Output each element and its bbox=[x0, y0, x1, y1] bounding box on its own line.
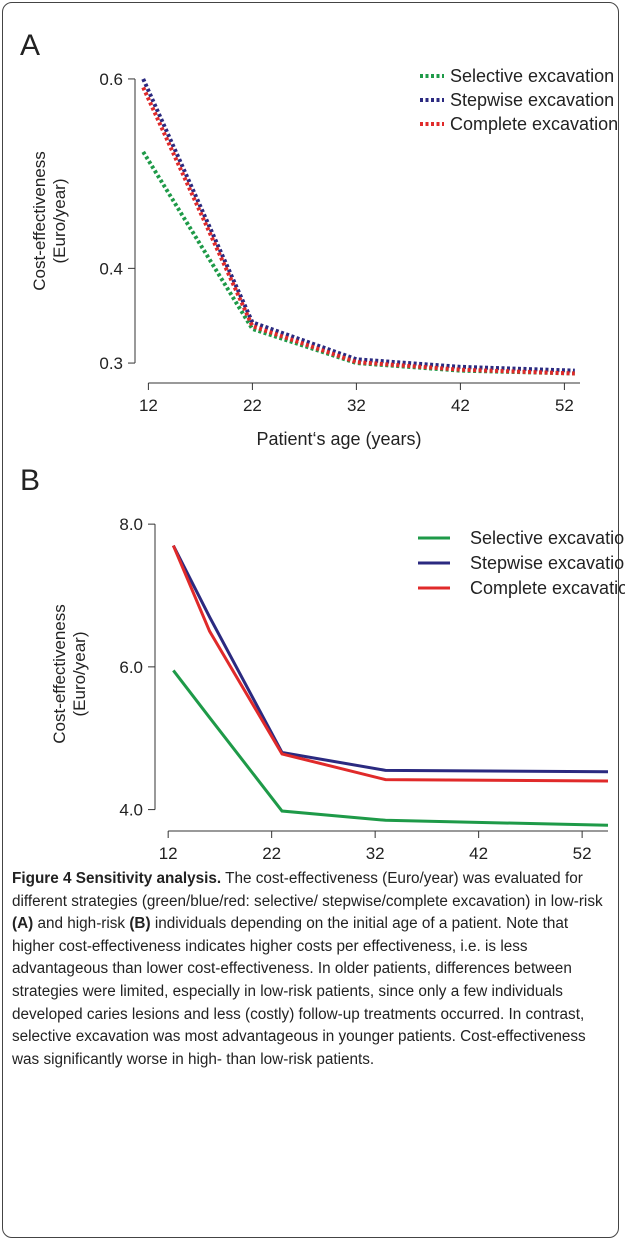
x-tick-label: 52 bbox=[573, 844, 592, 863]
legend-label: Selective excavation bbox=[450, 66, 614, 86]
caption-bold-text: (A) bbox=[12, 915, 34, 933]
panel-label: B bbox=[20, 464, 40, 497]
x-tick-label: 42 bbox=[451, 396, 470, 415]
caption-text: and high-risk bbox=[33, 915, 130, 933]
series-line bbox=[172, 669, 609, 827]
legend-label: Stepwise excavation bbox=[450, 90, 614, 110]
x-tick-label: 32 bbox=[347, 396, 366, 415]
x-tick-label: 22 bbox=[243, 396, 262, 415]
y-tick-label: 8.0 bbox=[119, 515, 143, 534]
legend-label: Selective excavation bbox=[470, 528, 625, 548]
x-tick-label: 32 bbox=[366, 844, 385, 863]
legend-label: Stepwise excavation bbox=[470, 553, 625, 573]
y-axis-label: (Euro/year) bbox=[70, 631, 89, 716]
caption-bold-text: (B) bbox=[129, 915, 151, 933]
caption-bold-text: Figure 4 Sensitivity analysis. bbox=[12, 870, 222, 887]
x-axis-label: Patient‘s age (years) bbox=[256, 429, 421, 449]
series-line bbox=[141, 78, 575, 373]
x-tick-label: 12 bbox=[159, 844, 178, 863]
caption: Figure 4 Sensitivity analysis. The cost-… bbox=[12, 868, 610, 1071]
y-axis-label: Cost-effectiveness bbox=[50, 604, 69, 744]
legend-label: Complete excavation bbox=[470, 578, 625, 598]
y-axis-label: (Euro/year) bbox=[50, 178, 69, 263]
y-tick-label: 0.4 bbox=[99, 259, 123, 278]
caption-text: individuals depending on the initial age… bbox=[12, 915, 586, 1068]
y-tick-label: 0.3 bbox=[99, 354, 123, 373]
x-tick-label: 42 bbox=[469, 844, 488, 863]
y-tick-label: 6.0 bbox=[119, 658, 143, 677]
y-axis-label: Cost-effectiveness bbox=[30, 151, 49, 291]
series-line bbox=[171, 544, 609, 783]
x-tick-label: 52 bbox=[555, 396, 574, 415]
caption-text: The cost-effectiveness (Euro/year) was e… bbox=[12, 870, 603, 910]
x-tick-label: 22 bbox=[262, 844, 281, 863]
series-line bbox=[141, 150, 575, 376]
panel-label: A bbox=[20, 29, 40, 62]
x-tick-label: 12 bbox=[139, 396, 158, 415]
legend-label: Complete excavation bbox=[450, 114, 618, 134]
y-tick-label: 4.0 bbox=[119, 801, 143, 820]
y-tick-label: 0.6 bbox=[99, 70, 123, 89]
